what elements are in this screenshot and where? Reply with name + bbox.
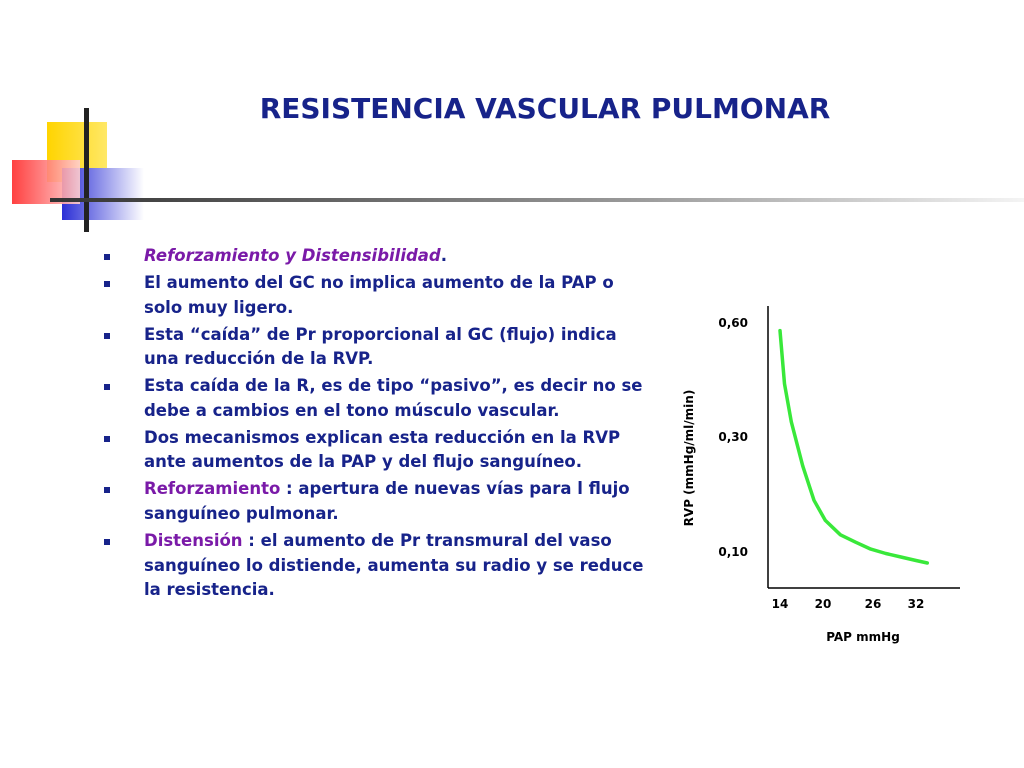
bullet-square-icon bbox=[104, 435, 110, 442]
bullet-list: Reforzamiento y Distensibilidad. El aumen… bbox=[104, 244, 649, 605]
bullet-square-icon bbox=[104, 332, 110, 339]
bullet-highlight: Reforzamiento bbox=[144, 479, 281, 499]
y-tick-label: 0,30 bbox=[718, 430, 748, 444]
red-square bbox=[12, 160, 80, 204]
bullet-item: Reforzamiento : apertura de nuevas vías … bbox=[104, 477, 649, 526]
bullet-text: : el aumento de Pr transmural del vaso s… bbox=[144, 531, 644, 600]
bullet-text: Esta “caída” de Pr proporcional al GC (f… bbox=[144, 324, 617, 369]
bullet-text: Dos mecanismos explican esta reducción e… bbox=[144, 427, 621, 472]
decorative-corner-graphic bbox=[12, 108, 1024, 232]
bullet-highlight: Reforzamiento y Distensibilidad bbox=[144, 246, 441, 265]
bullet-square-icon bbox=[104, 487, 110, 494]
x-tick-label: 20 bbox=[815, 597, 832, 611]
slide-title: RESISTENCIA VASCULAR PULMONAR bbox=[259, 92, 831, 125]
bullet-item: Esta caída de la R, es de tipo “pasivo”,… bbox=[104, 374, 649, 423]
x-tick-label: 32 bbox=[908, 597, 925, 611]
vertical-rule bbox=[84, 108, 89, 232]
bullet-square-icon bbox=[104, 384, 110, 391]
x-axis-label: PAP mmHg bbox=[826, 630, 900, 644]
x-tick-label: 14 bbox=[772, 597, 789, 611]
rvp-curve-line bbox=[778, 328, 930, 565]
bullet-text: . bbox=[440, 246, 448, 265]
y-tick-label: 0,60 bbox=[718, 316, 748, 330]
horizontal-rule bbox=[50, 198, 1024, 202]
bullet-square-icon bbox=[104, 254, 110, 260]
rvp-pap-chart: 0,60 0,30 0,10 14 20 26 32 PAP mmHg RVP (mmHg/ml… bbox=[682, 306, 960, 644]
y-axis-label: RVP (mmHg/ml/min) bbox=[682, 390, 696, 527]
bullet-text: El aumento del GC no implica aumento de … bbox=[144, 273, 614, 317]
bullet-text: Esta caída de la R, es de tipo “pasivo”,… bbox=[144, 376, 643, 420]
bullet-item: El aumento del GC no implica aumento de … bbox=[104, 271, 649, 320]
bullet-item: Reforzamiento y Distensibilidad. bbox=[104, 244, 649, 269]
x-tick-label: 26 bbox=[865, 597, 882, 611]
bullet-highlight: Distensión bbox=[144, 531, 243, 551]
y-tick-label: 0,10 bbox=[718, 545, 748, 559]
bullet-square-icon bbox=[104, 539, 110, 546]
bullet-item: Esta “caída” de Pr proporcional al GC (f… bbox=[104, 323, 649, 372]
bullet-text: : apertura de nuevas vías para l flujo s… bbox=[144, 479, 630, 523]
bullet-item: Distensión : el aumento de Pr transmural… bbox=[104, 529, 649, 603]
bullet-item: Dos mecanismos explican esta reducción e… bbox=[104, 426, 649, 475]
bullet-square-icon bbox=[104, 281, 110, 288]
